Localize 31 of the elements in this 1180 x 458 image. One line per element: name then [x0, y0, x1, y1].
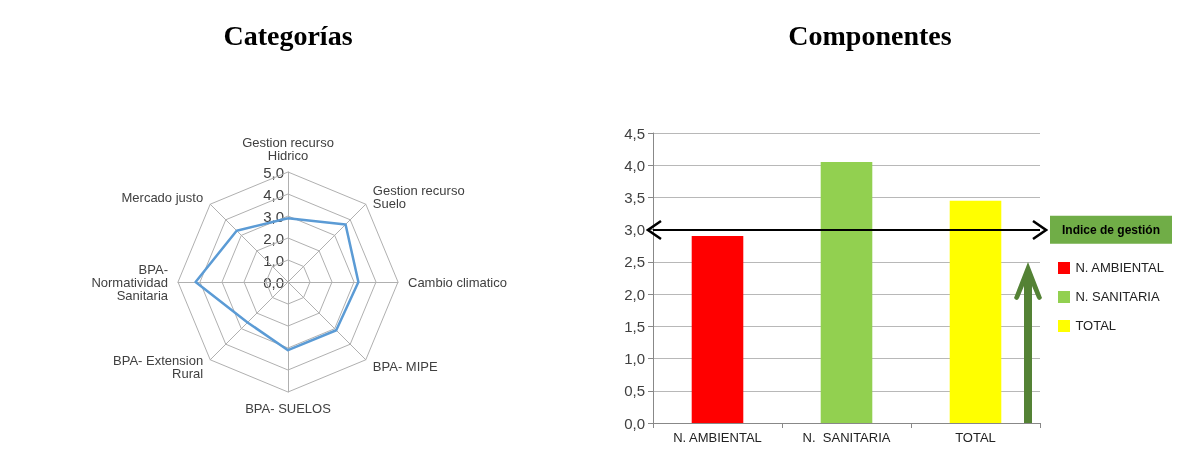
y-tick-label: 4,0 — [624, 156, 645, 174]
x-tick-label: N. AMBIENTAL — [673, 430, 762, 445]
y-tick-label: 4,5 — [624, 124, 645, 142]
y-tick-label: 3,0 — [624, 221, 645, 239]
ref-line-label: Indice de gestión — [1062, 222, 1161, 237]
y-tick-label: 1,0 — [263, 251, 284, 269]
x-tick-label: TOTAL — [955, 430, 996, 445]
chart-title: Componentes — [788, 19, 952, 51]
y-tick-label: 2,0 — [624, 285, 645, 303]
category-label: N. AMBIENTAL — [1075, 260, 1164, 275]
y-tick-label: 1,5 — [624, 317, 645, 335]
y-tick-label: 1,0 — [624, 350, 645, 368]
spoke-label: BPA- Extension Rural — [113, 352, 204, 381]
spoke-label: Gestion recurso Hidrico — [242, 135, 334, 163]
spoke-label: Cambio climatico — [408, 274, 507, 290]
y-tick-label: 5,0 — [263, 163, 284, 181]
y-tick-label: 2,5 — [624, 253, 645, 271]
x-tick-label: N. SANITARIA — [802, 430, 891, 445]
spoke-label: Mercado justo — [121, 189, 204, 205]
y-tick-label: 3,5 — [624, 188, 645, 206]
spoke-label: BPA- SUELOS — [245, 401, 332, 416]
y-tick-label: 0,0 — [624, 414, 645, 432]
spoke-label: BPA- Normatividad Sanitaria — [91, 261, 169, 303]
y-tick-label: 2,0 — [263, 229, 284, 247]
spoke-label: BPA- MIPE — [372, 359, 438, 375]
spoke-label: Gestion recurso Suelo — [372, 183, 465, 212]
category-label: TOTAL — [1075, 318, 1117, 333]
y-tick-label: 0,5 — [624, 382, 645, 400]
chart-title: Categorías — [223, 19, 353, 51]
category-label: N. SANITARIA — [1075, 289, 1160, 304]
y-tick-label: 4,0 — [263, 185, 284, 203]
